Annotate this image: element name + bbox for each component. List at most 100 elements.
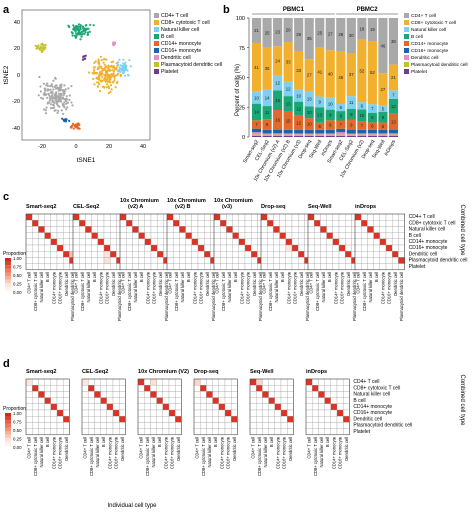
bar-segment — [346, 18, 356, 53]
heatmap-method-title: 10x Chromium — [214, 198, 253, 204]
heatmap-cell — [44, 213, 51, 221]
tsne-point — [112, 41, 115, 44]
tsne-point — [59, 99, 62, 102]
heatmap-cell — [256, 416, 263, 423]
heatmap-cell — [175, 428, 182, 435]
tsne-point — [105, 83, 109, 86]
heatmap-cell — [85, 238, 92, 246]
heatmap-cell — [291, 238, 299, 246]
tsne-point — [105, 73, 109, 76]
tsne-point — [52, 79, 55, 82]
heatmap-cell — [191, 263, 199, 270]
tsne-point — [57, 86, 60, 89]
heatmap-cell — [179, 263, 186, 270]
heatmap-cell — [56, 397, 64, 404]
heatmap-cell — [373, 263, 380, 270]
heatmap-cell — [94, 403, 101, 411]
heatmap-cell — [81, 378, 89, 386]
heatmap-legend-tick: 0.00 — [13, 445, 22, 450]
heatmap-cell — [204, 220, 211, 227]
tsne-point — [45, 106, 48, 109]
heatmap-cell — [274, 391, 282, 398]
tsne-point — [65, 98, 69, 101]
tsne-point — [117, 61, 120, 64]
heatmap-cell — [112, 397, 120, 404]
bar-segment — [367, 41, 377, 105]
heatmap-cell — [262, 385, 269, 392]
heatmap-cell — [88, 428, 95, 435]
heatmap-cell — [226, 244, 233, 252]
heatmap-cell — [330, 397, 338, 404]
bar-segment — [304, 135, 314, 137]
tsne-point — [40, 96, 43, 100]
heatmap-cell — [338, 226, 346, 233]
heatmap-cell — [285, 220, 293, 227]
tsne-point — [63, 106, 66, 109]
tsne-point — [81, 25, 84, 28]
heatmap-cell — [150, 238, 158, 246]
heatmap-cell — [361, 257, 368, 264]
heatmap-cell — [91, 232, 98, 239]
heatmap-cell — [85, 220, 92, 227]
heatmap-cell — [226, 263, 233, 270]
heatmap-cell — [332, 251, 340, 258]
heatmap-cell — [262, 403, 269, 411]
tsne-point — [50, 83, 54, 86]
bar-data-label: 13 — [391, 119, 396, 124]
heatmap-cell — [137, 378, 145, 386]
heatmap-cell — [137, 403, 145, 411]
heatmap-cell — [85, 244, 92, 252]
heatmap-cell — [251, 244, 258, 252]
tsne-point — [97, 58, 100, 61]
heatmap-col-label: B cell — [92, 272, 97, 282]
heatmap-cell — [392, 238, 399, 246]
tsne-point — [119, 64, 122, 67]
heatmap-legend-tick: 0.75 — [13, 265, 22, 270]
heatmap-cell — [251, 257, 258, 264]
heatmap-cell — [343, 422, 350, 429]
heatmap-cell — [137, 385, 145, 392]
bar-data-label: 11 — [349, 100, 354, 105]
heatmap-col-label: Natural killer cell — [368, 272, 373, 303]
heatmap-cell — [305, 422, 313, 429]
bar-legend-label: CD16+ monocyte — [411, 48, 449, 54]
heatmap-cell — [144, 409, 151, 417]
heatmap-cell — [157, 238, 164, 246]
bar-segment — [378, 111, 388, 123]
bar-data-label: 52 — [359, 68, 364, 73]
heatmap-cell — [144, 428, 151, 435]
heatmap-cell — [326, 220, 333, 227]
bar-data-label: 45 — [338, 75, 343, 80]
heatmap-cell — [224, 416, 232, 423]
heatmap-cell — [224, 422, 232, 429]
heatmap-cell — [185, 220, 192, 227]
tsne-point — [80, 33, 84, 36]
heatmap-cell — [72, 226, 80, 233]
bar-group-label: PBMC1 — [283, 7, 305, 13]
heatmap-cell — [279, 213, 286, 221]
bar-legend-swatch — [404, 27, 409, 32]
tsne-point — [124, 61, 127, 64]
heatmap-col-label: B cell — [139, 272, 144, 282]
heatmap-cell — [256, 391, 263, 398]
heatmap-cell — [305, 403, 313, 411]
heatmap-cell — [119, 416, 126, 423]
heatmap-cell — [110, 232, 117, 239]
tsne-point — [62, 94, 65, 97]
bar-data-label: 6 — [319, 124, 322, 129]
heatmap-cell — [298, 251, 305, 258]
heatmap-cell — [262, 422, 269, 429]
heatmap-cell — [44, 391, 51, 398]
tsne-point — [44, 109, 48, 112]
bar-segment — [283, 96, 293, 112]
heatmap-cell — [231, 403, 238, 411]
heatmap-cell — [175, 391, 182, 398]
heatmap-cell — [231, 409, 238, 417]
heatmap-cell — [312, 385, 319, 392]
heatmap-cell — [200, 428, 207, 435]
heatmap-cell — [314, 213, 321, 221]
heatmap-cell — [191, 226, 199, 233]
heatmap-col-label: Dendritic cell — [176, 437, 181, 461]
bar-data-label: 7 — [340, 122, 343, 127]
heatmap-cell — [291, 263, 299, 270]
